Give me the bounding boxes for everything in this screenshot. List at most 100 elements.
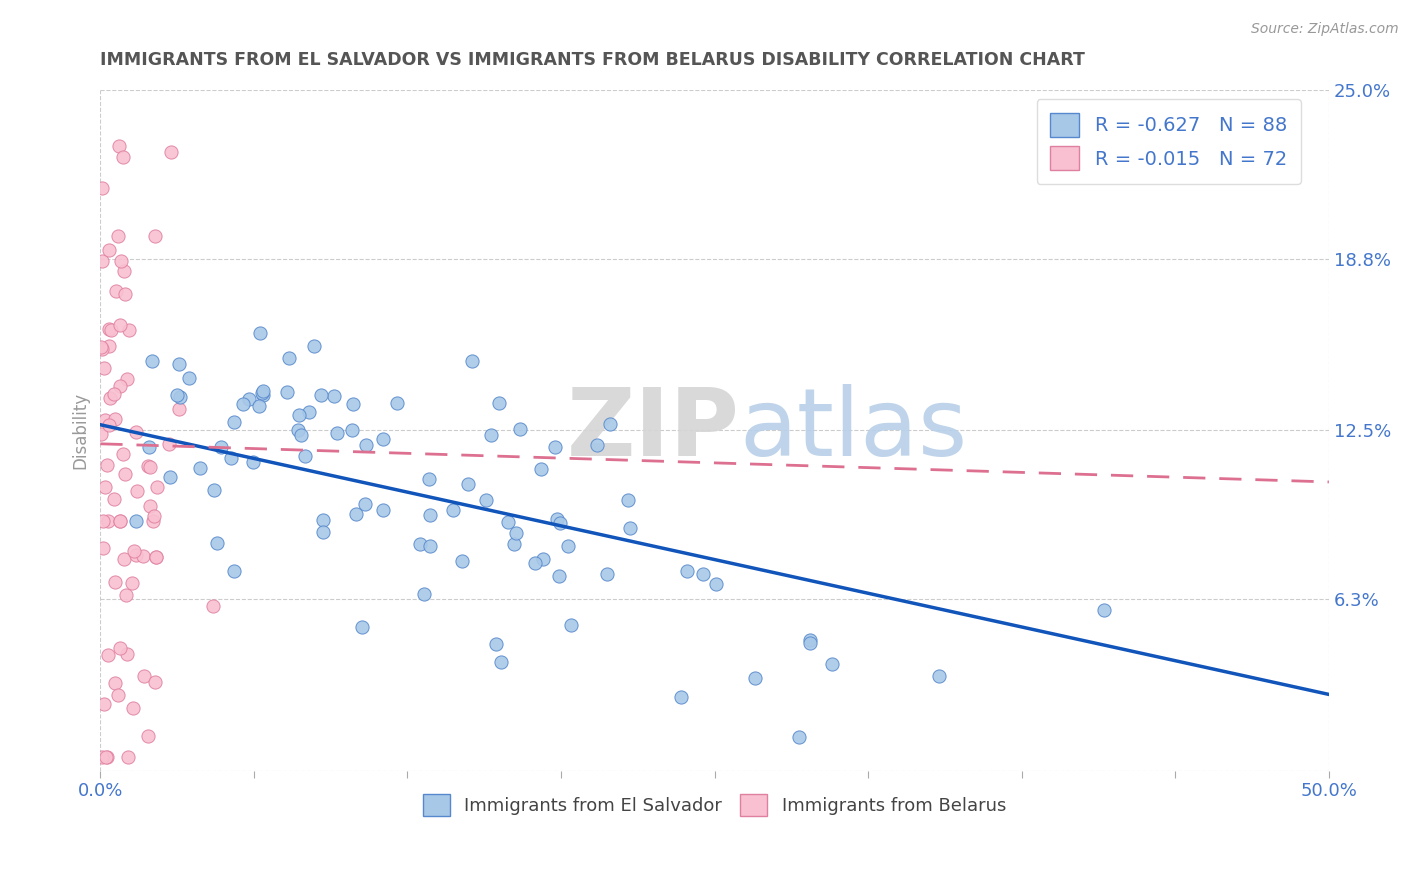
Point [222,564,245,578]
Point [249,326,271,341]
Point [488,396,510,410]
Point [104,575,127,590]
Point [294,449,316,463]
Point [290,428,312,442]
Point [111,447,134,461]
Point [94,413,117,427]
Point [692,567,714,582]
Point [595,566,617,581]
Point [353,497,375,511]
Point [115,372,138,386]
Point [252,384,274,398]
Point [544,440,567,454]
Point [1092,603,1115,617]
Point [136,729,159,743]
Point [112,551,135,566]
Point [143,508,166,523]
Point [247,399,270,413]
Point [108,139,131,153]
Point [98,243,121,257]
Point [523,556,546,570]
Point [373,432,395,446]
Point [489,655,512,669]
Point [531,552,554,566]
Text: Source: ZipAtlas.com: Source: ZipAtlas.com [1251,22,1399,37]
Point [157,436,180,450]
Point [90,427,112,442]
Point [599,417,621,432]
Point [145,549,167,564]
Point [242,455,264,469]
Point [312,524,335,539]
Point [108,641,131,656]
Point [202,599,225,613]
Point [125,484,148,499]
Point [98,391,121,405]
Point [96,750,118,764]
Point [302,338,325,352]
Point [97,339,120,353]
Point [502,536,524,550]
Point [548,516,571,530]
Point [96,750,118,764]
Point [139,499,162,513]
Point [546,512,568,526]
Point [108,514,131,528]
Point [371,503,394,517]
Point [821,657,844,672]
Point [408,537,430,551]
Point [799,632,821,647]
Point [90,181,112,195]
Point [141,353,163,368]
Point [457,476,479,491]
Point [138,440,160,454]
Point [122,544,145,558]
Point [107,228,129,243]
Point [145,675,167,690]
Point [104,411,127,425]
Point [209,440,232,454]
Point [496,515,519,529]
Point [789,730,811,744]
Point [706,577,728,591]
Point [325,425,347,440]
Point [167,357,190,371]
Point [91,750,114,764]
Point [419,508,441,522]
Point [97,418,120,433]
Point [121,575,143,590]
Point [188,460,211,475]
Point [928,668,950,682]
Text: IMMIGRANTS FROM EL SALVADOR VS IMMIGRANTS FROM BELARUS DISABILITY CORRELATION CH: IMMIGRANTS FROM EL SALVADOR VS IMMIGRANT… [100,51,1085,69]
Point [250,386,273,401]
Point [125,514,148,528]
Point [479,427,502,442]
Point [98,322,121,336]
Point [309,388,332,402]
Point [744,671,766,685]
Point [160,145,183,160]
Point [619,521,641,535]
Point [91,541,114,555]
Point [108,514,131,528]
Point [115,647,138,661]
Point [530,461,553,475]
Point [311,513,333,527]
Point [288,408,311,422]
Point [167,402,190,417]
Point [90,254,112,268]
Point [557,539,579,553]
Point [169,390,191,404]
Point [475,492,498,507]
Point [617,492,640,507]
Point [179,371,201,385]
Point [117,750,139,764]
Point [340,423,363,437]
Point [238,392,260,406]
Point [505,526,527,541]
Point [104,284,127,298]
Point [219,450,242,465]
Point [548,568,571,582]
Point [145,550,167,565]
Point [461,354,484,368]
